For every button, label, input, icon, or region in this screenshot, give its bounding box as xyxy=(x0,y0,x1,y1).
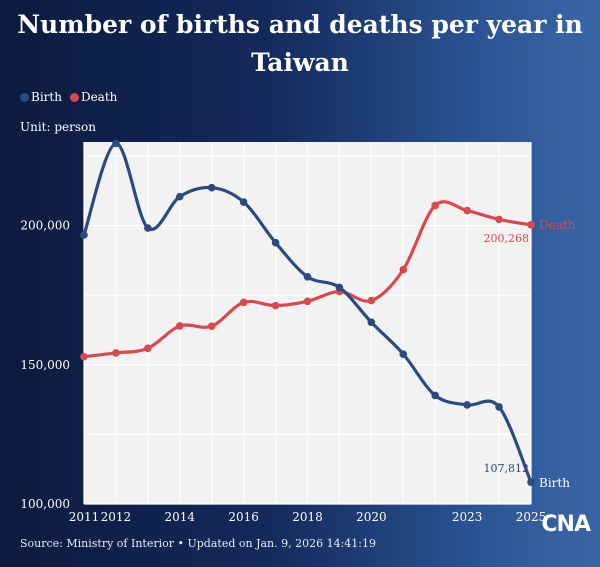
data-point-birth xyxy=(80,231,88,239)
data-point-death xyxy=(80,352,88,361)
legend: Birth Death xyxy=(20,90,117,104)
series-end-label-death: Death xyxy=(539,218,576,232)
data-point-death xyxy=(144,344,152,353)
data-point-birth xyxy=(463,401,471,409)
data-point-death xyxy=(527,220,535,229)
x-tick-label: 2023 xyxy=(452,510,483,524)
death-swatch-icon xyxy=(69,92,79,102)
data-point-birth xyxy=(431,391,440,400)
data-point-death xyxy=(271,301,280,310)
legend-item-death[interactable]: Death xyxy=(69,90,118,104)
unit-label: Unit: person xyxy=(20,120,96,134)
data-point-death xyxy=(431,201,440,210)
data-point-birth xyxy=(335,283,344,292)
x-tick-label: 2016 xyxy=(228,510,259,524)
data-point-death xyxy=(367,296,376,305)
data-point-death xyxy=(207,322,216,330)
data-point-death xyxy=(495,215,503,224)
x-tick-label: 2012 xyxy=(101,510,132,524)
chart-title: Number of births and deaths per year in … xyxy=(17,10,583,77)
data-point-birth xyxy=(207,183,216,192)
data-label-birth-last: 107,812 xyxy=(484,462,530,475)
legend-item-birth[interactable]: Birth xyxy=(20,90,62,104)
y-tick-label: 200,000 xyxy=(20,219,70,233)
x-tick-label: 2014 xyxy=(165,510,196,524)
data-point-death xyxy=(303,297,312,306)
data-point-birth xyxy=(495,403,503,411)
data-point-birth xyxy=(303,272,312,281)
x-tick-label: 2011 xyxy=(69,510,100,524)
y-tick-label: 100,000 xyxy=(20,497,70,511)
x-tick-label: 2018 xyxy=(292,510,323,524)
series-end-label-birth: Birth xyxy=(539,476,570,490)
source-note: Source: Ministry of Interior • Updated o… xyxy=(20,537,376,550)
x-tick-label: 2025 xyxy=(516,510,547,524)
cna-logo: CNA xyxy=(541,512,591,537)
x-tick-label: 2020 xyxy=(356,510,387,524)
data-label-death-last: 200,268 xyxy=(484,232,530,245)
data-point-birth xyxy=(239,198,248,206)
data-point-birth xyxy=(271,238,280,247)
data-point-birth xyxy=(527,478,535,487)
data-point-death xyxy=(399,265,408,274)
data-point-birth xyxy=(367,318,376,327)
legend-label-birth: Birth xyxy=(31,90,62,104)
data-point-birth xyxy=(112,139,120,148)
birth-swatch-icon xyxy=(20,92,29,102)
legend-label-death: Death xyxy=(80,90,118,104)
data-point-death xyxy=(112,349,120,357)
data-point-birth xyxy=(175,192,184,201)
data-point-death xyxy=(463,206,471,215)
data-point-birth xyxy=(144,224,152,232)
data-point-death xyxy=(175,322,184,330)
data-point-birth xyxy=(399,350,408,358)
data-point-death xyxy=(239,298,248,307)
y-tick-label: 150,000 xyxy=(20,358,70,372)
